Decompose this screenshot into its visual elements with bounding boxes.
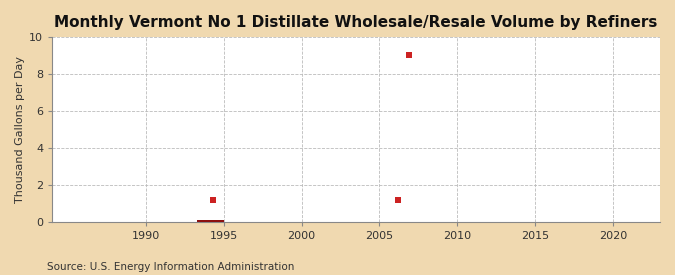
Text: Source: U.S. Energy Information Administration: Source: U.S. Energy Information Administ… <box>47 262 294 272</box>
Title: Monthly Vermont No 1 Distillate Wholesale/Resale Volume by Refiners: Monthly Vermont No 1 Distillate Wholesal… <box>55 15 657 30</box>
Bar <box>197 220 223 222</box>
Y-axis label: Thousand Gallons per Day: Thousand Gallons per Day <box>15 56 25 203</box>
